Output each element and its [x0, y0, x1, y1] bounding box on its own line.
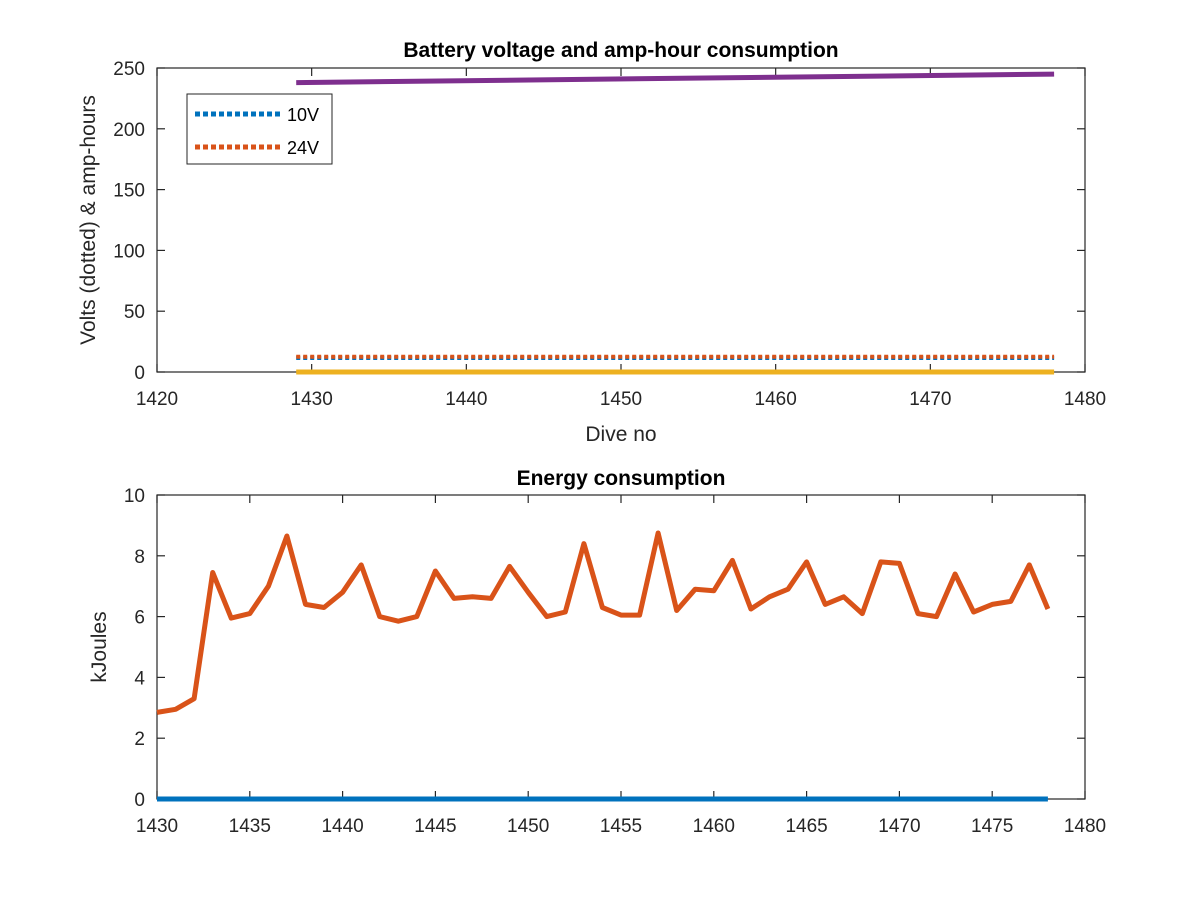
y-tick-label: 50 — [124, 302, 145, 323]
legend: 10V 24V — [186, 93, 333, 165]
x-tick-label: 1450 — [600, 389, 642, 410]
chart-title: Battery voltage and amp-hour consumption — [403, 39, 838, 62]
y-tick-label: 2 — [134, 729, 145, 750]
series-layer — [296, 71, 1055, 375]
x-tick-label: 1430 — [136, 816, 178, 837]
legend-box — [186, 93, 333, 165]
x-tick-label: 1420 — [136, 389, 178, 410]
x-tick-label: 1430 — [291, 389, 333, 410]
chart-title: Energy consumption — [517, 467, 726, 490]
y-tick-label: 8 — [134, 547, 145, 568]
y-tick-label: 0 — [134, 363, 145, 384]
axes-box — [156, 494, 1086, 800]
y-axis-label: Volts (dotted) & amp-hours — [77, 95, 100, 345]
y-tick-label: 4 — [134, 668, 145, 689]
x-tick-label: 1445 — [414, 816, 456, 837]
x-tick-label: 1460 — [693, 816, 735, 837]
series-line-series-3 — [296, 71, 1055, 86]
series-layer — [156, 530, 1051, 802]
voltage-chart: Battery voltage and amp-hour consumption… — [77, 39, 1106, 446]
legend-label-10v: 10V — [287, 105, 319, 125]
x-tick-label: 1480 — [1064, 816, 1106, 837]
y-tick-label: 200 — [113, 120, 145, 141]
y-tick-label: 250 — [113, 59, 145, 80]
x-axis-label: Dive no — [585, 423, 656, 446]
y-tick-label: 10 — [124, 486, 145, 507]
legend-label-24v: 24V — [287, 138, 319, 158]
y-tick-label: 150 — [113, 181, 145, 202]
energy-chart: Energy consumption 1430 1435 1440 1445 1450 1… — [88, 467, 1106, 837]
y-axis-ticks: 0 50 100 150 200 250 — [113, 59, 1085, 384]
x-tick-label: 1455 — [600, 816, 642, 837]
x-tick-label: 1465 — [785, 816, 827, 837]
x-tick-label: 1460 — [755, 389, 797, 410]
x-tick-label: 1440 — [445, 389, 487, 410]
y-axis-ticks: 0 2 4 6 8 10 — [124, 486, 1085, 811]
y-tick-label: 6 — [134, 608, 145, 629]
x-tick-label: 1475 — [971, 816, 1013, 837]
x-tick-label: 1470 — [909, 389, 951, 410]
x-tick-label: 1480 — [1064, 389, 1106, 410]
y-tick-label: 0 — [134, 790, 145, 811]
series-line-series-0 — [156, 530, 1051, 715]
x-tick-label: 1435 — [229, 816, 271, 837]
x-axis-ticks: 1430 1435 1440 1445 1450 1455 1460 1465 1470 1475… — [136, 495, 1106, 837]
x-tick-label: 1440 — [321, 816, 363, 837]
y-tick-label: 100 — [113, 241, 145, 262]
y-axis-label: kJoules — [88, 611, 111, 682]
x-tick-label: 1470 — [878, 816, 920, 837]
x-tick-label: 1450 — [507, 816, 549, 837]
